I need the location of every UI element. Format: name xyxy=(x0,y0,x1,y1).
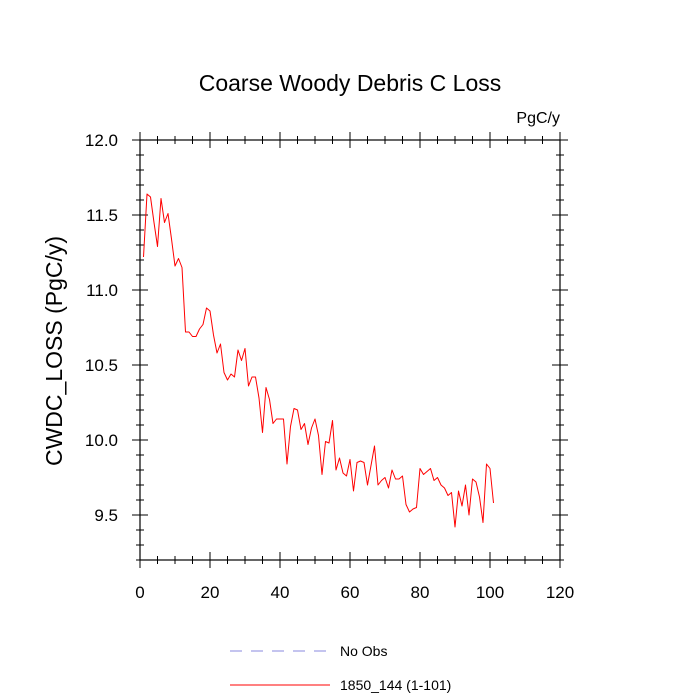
x-tick-label: 40 xyxy=(271,583,290,602)
x-tick-label: 60 xyxy=(341,583,360,602)
y-axis-label: CWDC_LOSS (PgC/y) xyxy=(41,236,67,466)
legend: No Obs 1850_144 (1-101) xyxy=(230,643,451,693)
x-tick-label: 0 xyxy=(135,583,144,602)
x-tick-label: 20 xyxy=(201,583,220,602)
x-tick-label: 100 xyxy=(476,583,504,602)
legend-label-no-obs: No Obs xyxy=(340,643,387,659)
chart-title: Coarse Woody Debris C Loss xyxy=(199,70,502,96)
y-tick-label: 9.5 xyxy=(94,506,118,525)
y-tick-labels: 9.5 10.0 10.5 11.0 11.5 12.0 xyxy=(85,131,118,525)
x-tick-label: 120 xyxy=(546,583,574,602)
y-tick-label: 10.5 xyxy=(85,356,118,375)
series-layer xyxy=(143,193,494,528)
legend-label-1850-144: 1850_144 (1-101) xyxy=(340,677,451,693)
x-tick-label: 80 xyxy=(411,583,430,602)
y-tick-label: 10.0 xyxy=(85,431,118,450)
x-tick-labels: 0 20 40 60 80 100 120 xyxy=(135,583,574,602)
units-label: PgC/y xyxy=(516,110,560,127)
y-tick-label: 11.5 xyxy=(86,206,118,225)
axis-ticks xyxy=(132,132,568,568)
series-line-1850-144 xyxy=(143,193,494,528)
y-tick-label: 12.0 xyxy=(85,131,118,150)
plot-frame xyxy=(139,139,561,561)
y-tick-label: 11.0 xyxy=(86,281,118,300)
